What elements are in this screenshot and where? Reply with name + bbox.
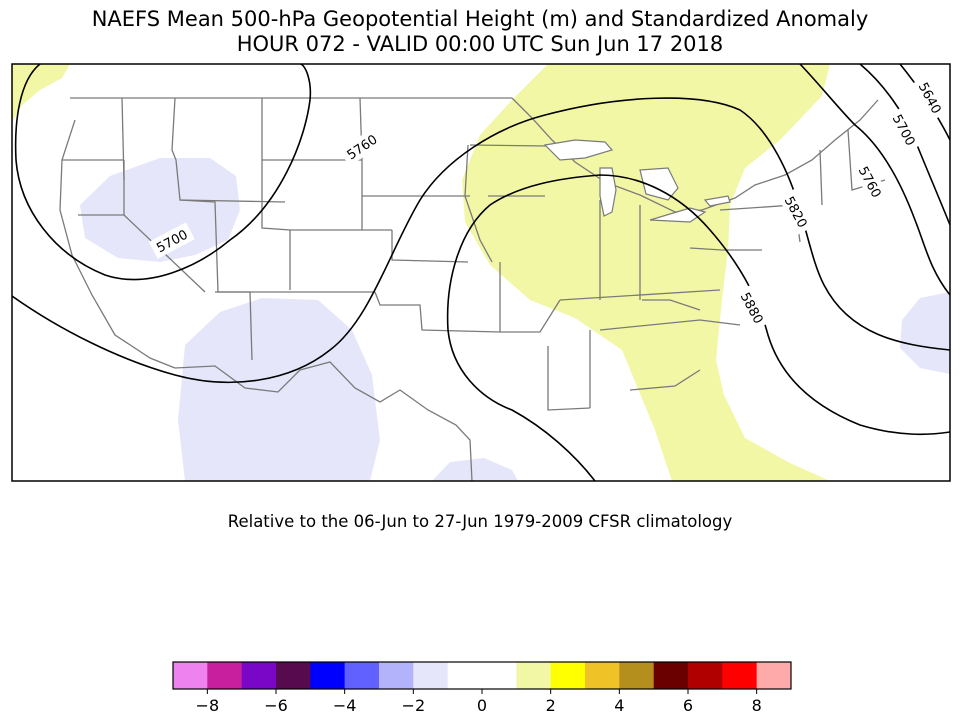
negative-anomaly-area [432,458,518,481]
colorbar-cell [585,662,620,689]
colorbar-cell [756,662,792,689]
colorbar-tick-label: −4 [333,696,357,715]
colorbar-cell [413,662,448,689]
map-valid-time: HOUR 072 - VALID 00:00 UTC Sun Jun 17 20… [236,32,724,56]
height-contours [12,64,950,481]
colorbar-cell [653,662,689,689]
colorbar-cell [241,662,277,689]
colorbar-tick-label: 0 [477,696,487,715]
colorbar-cell [276,662,311,689]
colorbar-cell [379,662,414,689]
colorbar-tick-label: −2 [402,696,426,715]
colorbar-tick-label: 2 [546,696,556,715]
colorbar-cell [550,662,586,689]
colorbar-cell [310,662,345,689]
map-frame [11,63,951,482]
colorbar-cell [173,662,208,689]
negative-anomaly-area [178,298,380,481]
map-title: NAEFS Mean 500-hPa Geopotential Height (… [91,7,869,31]
great-lakes [543,139,731,223]
colorbar-cell [688,662,723,689]
colorbar-cell [722,662,757,689]
colorbar-cell [619,662,654,689]
climatology-note: Relative to the 06-Jun to 27-Jun 1979-20… [227,512,733,531]
negative-anomaly-area [80,158,240,262]
colorbar-cell [482,662,517,689]
negative-anomaly-area [900,292,950,374]
colorbar-tick-label: 8 [752,696,762,715]
colorbar-cell [516,662,551,689]
positive-anomaly-area [12,64,70,122]
colorbar-cell [207,662,242,689]
colorbar-tick-label: −8 [196,696,220,715]
colorbar-cell [447,662,483,689]
colorbar-tick-label: −6 [264,696,288,715]
colorbar-tick-label: 4 [614,696,624,715]
colorbar-tick-label: 6 [683,696,693,715]
positive-anomaly-area [462,64,830,481]
colorbar-cell [344,662,380,689]
